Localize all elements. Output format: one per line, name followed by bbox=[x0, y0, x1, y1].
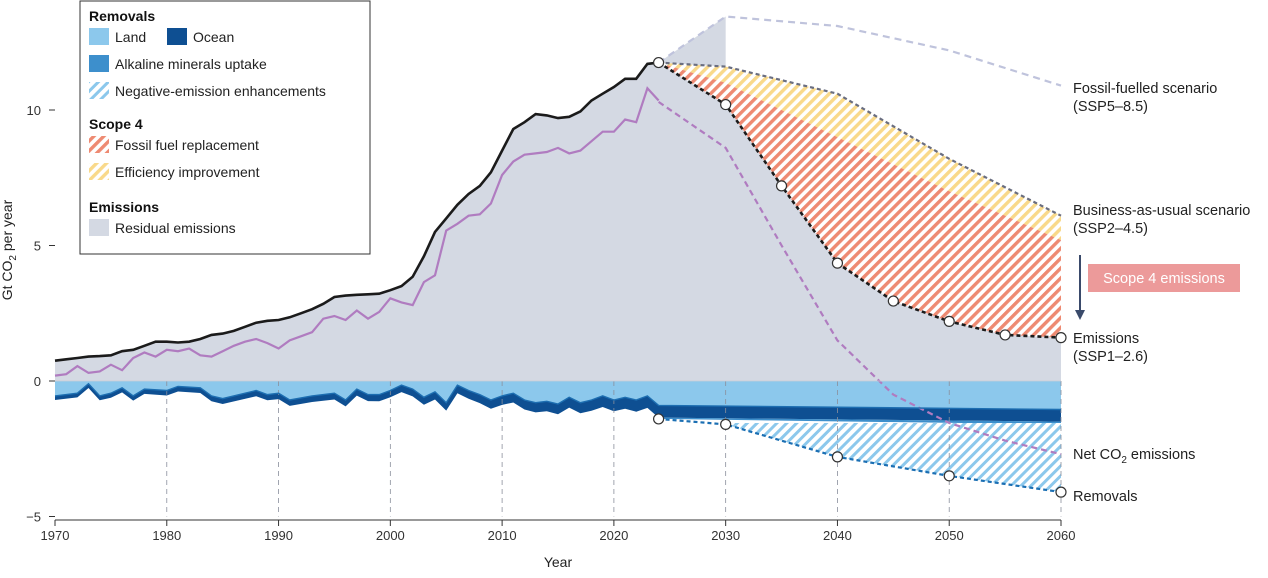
axes-layer: 1970 1980 1990 2000 2010 2020 2030 2040 2050 2060… bbox=[26, 103, 1075, 543]
x-tick-label-2020: 2020 bbox=[599, 528, 628, 543]
fossil-scenario-wedge bbox=[658, 16, 726, 67]
x-tick-label-1990: 1990 bbox=[264, 528, 293, 543]
emissions-point-2030 bbox=[720, 98, 732, 111]
fossil-fuel-replacement-area bbox=[658, 62, 1061, 338]
y-axis-label-tail: per year bbox=[0, 199, 15, 255]
net-emissions-label: Net CO2 emissions bbox=[1073, 447, 1195, 466]
ssp245-sublabel: (SSP2–4.5) bbox=[1073, 221, 1148, 237]
land-removals-area bbox=[55, 381, 1061, 410]
scope4-box bbox=[1088, 264, 1240, 292]
marker-layer bbox=[652, 56, 1067, 498]
ssp126-sublabel: (SSP1–2.6) bbox=[1073, 349, 1148, 365]
y-tick-label-10: 10 bbox=[27, 103, 41, 118]
legend-swatch-alkaline bbox=[89, 55, 109, 72]
ocean-removals-area bbox=[55, 383, 1061, 422]
x-tick-label-1980: 1980 bbox=[152, 528, 181, 543]
net-emissions-tail: emissions bbox=[1127, 447, 1196, 463]
x-tick-label-2040: 2040 bbox=[823, 528, 852, 543]
legend: Removals Land Ocean Alkaline minerals up… bbox=[79, 0, 371, 255]
legend-header-removals: Removals bbox=[89, 8, 155, 24]
legend-label-fossil: Fossil fuel replacement bbox=[115, 137, 259, 153]
legend-swatch-residual bbox=[89, 219, 109, 236]
x-tick-label-2060: 2060 bbox=[1047, 528, 1076, 543]
emissions-point-2024 bbox=[652, 56, 665, 69]
emissions-line bbox=[54, 61, 659, 362]
y-axis-label: Gt CO2 per year bbox=[0, 199, 19, 300]
legend-label-alkaline: Alkaline minerals uptake bbox=[115, 56, 267, 72]
scope4-box-label: Scope 4 emissions bbox=[1103, 271, 1225, 287]
net-emissions-line bbox=[54, 86, 660, 377]
legend-frame bbox=[79, 0, 371, 255]
x-tick-label-1970: 1970 bbox=[41, 528, 70, 543]
legend-swatch-fossil bbox=[89, 136, 109, 153]
legend-label-efficiency: Efficiency improvement bbox=[115, 164, 260, 180]
y-tick-label-5: 5 bbox=[34, 239, 41, 254]
efficiency-improvement-area bbox=[658, 62, 1061, 241]
removals-point-2040 bbox=[831, 451, 844, 463]
legend-label-negative: Negative-emission enhancements bbox=[115, 83, 326, 99]
net-emissions-subscript: 2 bbox=[1121, 455, 1127, 466]
alkaline-uptake-area bbox=[658, 417, 1061, 425]
removals-point-2024 bbox=[652, 413, 665, 425]
legend-header-scope4: Scope 4 bbox=[89, 116, 143, 132]
legend-swatch-negative bbox=[89, 82, 109, 99]
y-tick-label--5: −5 bbox=[26, 510, 41, 525]
removals-label: Removals bbox=[1073, 489, 1137, 505]
negative-emission-area bbox=[725, 423, 1061, 493]
residual-emissions-area bbox=[55, 62, 1061, 381]
ssp126-line bbox=[657, 61, 1062, 339]
ssp585-line bbox=[657, 15, 1062, 87]
x-axis-label: Year bbox=[544, 554, 573, 570]
legend-label-ocean: Ocean bbox=[193, 29, 234, 45]
legend-label-land: Land bbox=[115, 29, 146, 45]
land-edge-line bbox=[54, 382, 1062, 411]
ssp245-label: Business-as-usual scenario bbox=[1073, 203, 1250, 219]
legend-header-emissions: Emissions bbox=[89, 199, 159, 215]
emissions-point-2045 bbox=[887, 295, 899, 307]
grid-layer bbox=[166, 381, 1062, 517]
area-layer bbox=[55, 16, 1061, 493]
emissions-point-2040 bbox=[831, 257, 844, 269]
x-tick-label-2000: 2000 bbox=[376, 528, 405, 543]
x-tick-label-2010: 2010 bbox=[488, 528, 517, 543]
y-axis-label-subscript: 2 bbox=[8, 255, 19, 261]
removals-point-2030 bbox=[720, 418, 732, 430]
y-tick-label-0: 0 bbox=[34, 374, 41, 389]
legend-swatch-land bbox=[89, 28, 109, 45]
legend-label-residual: Residual emissions bbox=[115, 220, 236, 236]
x-tick-label-2050: 2050 bbox=[935, 528, 964, 543]
removals-point-2060 bbox=[1055, 486, 1067, 498]
scope4-arrow-head bbox=[1075, 310, 1085, 320]
removals-point-2050 bbox=[943, 470, 955, 482]
legend-swatch-efficiency bbox=[89, 163, 109, 180]
ssp245-line bbox=[658, 61, 1062, 217]
emissions-point-2035 bbox=[775, 180, 788, 192]
emissions-point-2055 bbox=[999, 329, 1011, 341]
net-emissions-projection-line bbox=[657, 100, 1062, 456]
ssp585-label: Fossil-fuelled scenario bbox=[1073, 81, 1217, 97]
emissions-point-2060 bbox=[1055, 332, 1067, 344]
legend-swatch-ocean bbox=[167, 28, 187, 45]
x-tick-label-2030: 2030 bbox=[711, 528, 740, 543]
ssp585-sublabel: (SSP5–8.5) bbox=[1073, 99, 1148, 115]
emissions-point-2050 bbox=[943, 315, 955, 327]
ssp126-label: Emissions bbox=[1073, 331, 1139, 347]
